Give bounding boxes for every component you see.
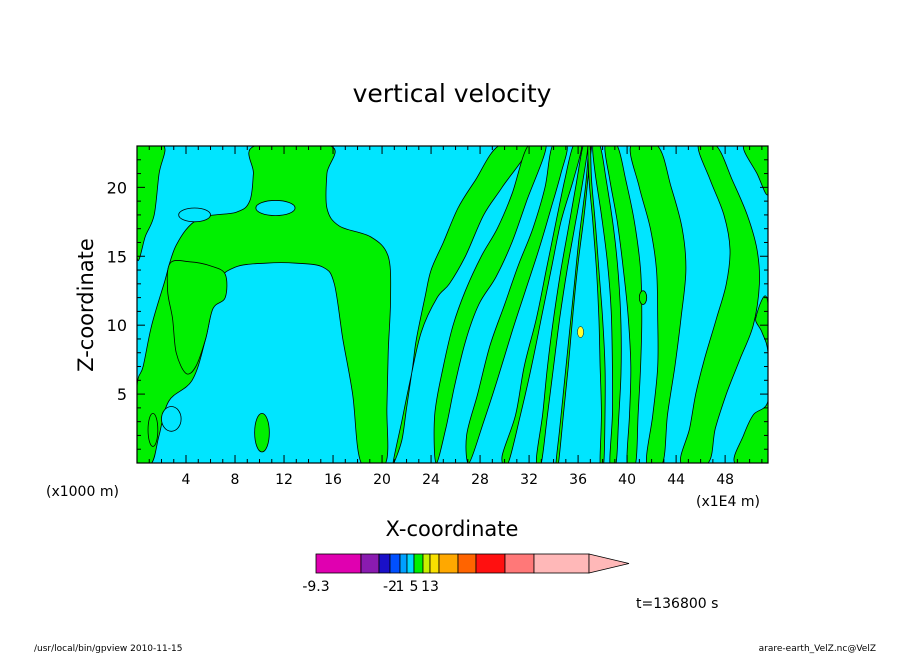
colorbar-tick-label: 1 bbox=[396, 579, 405, 595]
contour-band-stripe-d bbox=[535, 146, 589, 463]
contour-green-islet-b bbox=[147, 412, 159, 447]
time-label: t=136800 s bbox=[636, 596, 718, 612]
contour-blue-hole-upper bbox=[255, 200, 296, 217]
colorbar-segment bbox=[475, 553, 506, 574]
contour-band-mid-arch bbox=[392, 146, 530, 463]
colorbar-tick-label: 5 bbox=[410, 579, 419, 595]
colorbar-segment bbox=[438, 553, 459, 574]
y-tick-label: 20 bbox=[107, 178, 127, 197]
x-tick-label: 40 bbox=[618, 472, 636, 488]
plot-area bbox=[136, 145, 769, 464]
colorbar-arrow bbox=[588, 553, 630, 574]
footer-left: /usr/local/bin/gpview 2010-11-15 bbox=[34, 644, 182, 654]
colorbar-segment bbox=[413, 553, 424, 574]
x-tick-label: 32 bbox=[520, 472, 538, 488]
colorbar-segment bbox=[429, 553, 440, 574]
colorbar-tick-label: -9.3 bbox=[302, 579, 329, 595]
contour-blue-hole-mid bbox=[178, 207, 211, 223]
contour-band-stripe-k bbox=[733, 295, 768, 463]
x-tick-label: 12 bbox=[275, 472, 293, 488]
footer-right: arare-earth_VelZ.nc@VelZ bbox=[759, 644, 876, 654]
y-axis-label: Z-coordinate bbox=[74, 238, 98, 372]
colorbar-segment bbox=[457, 553, 477, 574]
plot-frame bbox=[136, 145, 769, 464]
y-tick-label: 15 bbox=[107, 247, 127, 266]
contour-fill-layer bbox=[137, 146, 768, 463]
x-axis-unit-right: (x1E4 m) bbox=[696, 494, 760, 510]
x-tick-label: 8 bbox=[231, 472, 240, 488]
x-axis-unit-left: (x1000 m) bbox=[46, 484, 119, 500]
contour-band-right-top bbox=[742, 146, 768, 196]
colorbar-segment bbox=[389, 553, 401, 574]
colorbar-segment bbox=[378, 553, 391, 574]
contour-band-stripe-b bbox=[465, 146, 568, 463]
contour-band-stripe-f bbox=[587, 146, 606, 463]
y-axis-ticks: 5 10 15 20 bbox=[107, 159, 768, 450]
contour-band-stripe-i bbox=[629, 146, 687, 463]
colorbar-tick-label: -2 bbox=[383, 579, 397, 595]
contour-band-stripe-h bbox=[604, 146, 643, 463]
x-tick-label: 36 bbox=[569, 472, 587, 488]
x-axis-ticks: 4 8 12 16 20 24 28 32 36 40 44 48 bbox=[148, 146, 763, 488]
colorbar-tick-label: 13 bbox=[421, 579, 439, 595]
x-tick-label: 20 bbox=[373, 472, 391, 488]
chart-title: vertical velocity bbox=[353, 79, 552, 108]
x-tick-label: 4 bbox=[182, 472, 191, 488]
colorbar-segment bbox=[360, 553, 380, 574]
contour-yellow-spot-0 bbox=[577, 326, 584, 338]
contour-band-stripe-a bbox=[433, 146, 547, 463]
colorbar-segment bbox=[422, 553, 431, 574]
contour-blue-hole-low bbox=[161, 406, 182, 432]
colorbar-segment bbox=[315, 553, 362, 574]
colorbar-segment bbox=[406, 553, 415, 574]
x-tick-label: 44 bbox=[667, 472, 685, 488]
contour-green-islet-c bbox=[638, 290, 648, 305]
contour-band-stripe-c bbox=[501, 146, 583, 463]
contour-band-stripe-g bbox=[592, 146, 622, 463]
contour-band-stripe-j bbox=[679, 146, 760, 463]
colorbar: -9.3 -21 5 13 bbox=[302, 553, 630, 595]
x-tick-label: 48 bbox=[716, 472, 734, 488]
colorbar-segment bbox=[533, 553, 590, 574]
contour-band-far-left-sliver bbox=[137, 146, 166, 261]
y-tick-label: 10 bbox=[107, 316, 127, 335]
x-tick-label: 16 bbox=[324, 472, 342, 488]
colorbar-segment bbox=[504, 553, 535, 574]
y-tick-label: 5 bbox=[117, 385, 127, 404]
contour-band-left-mid-blob bbox=[166, 260, 228, 375]
contour-green-islet-a bbox=[254, 412, 270, 453]
x-axis-label: X-coordinate bbox=[386, 517, 519, 541]
colorbar-segment bbox=[399, 553, 408, 574]
contour-band-stripe-e bbox=[555, 146, 593, 463]
x-tick-label: 28 bbox=[471, 472, 489, 488]
x-tick-label: 24 bbox=[422, 472, 440, 488]
